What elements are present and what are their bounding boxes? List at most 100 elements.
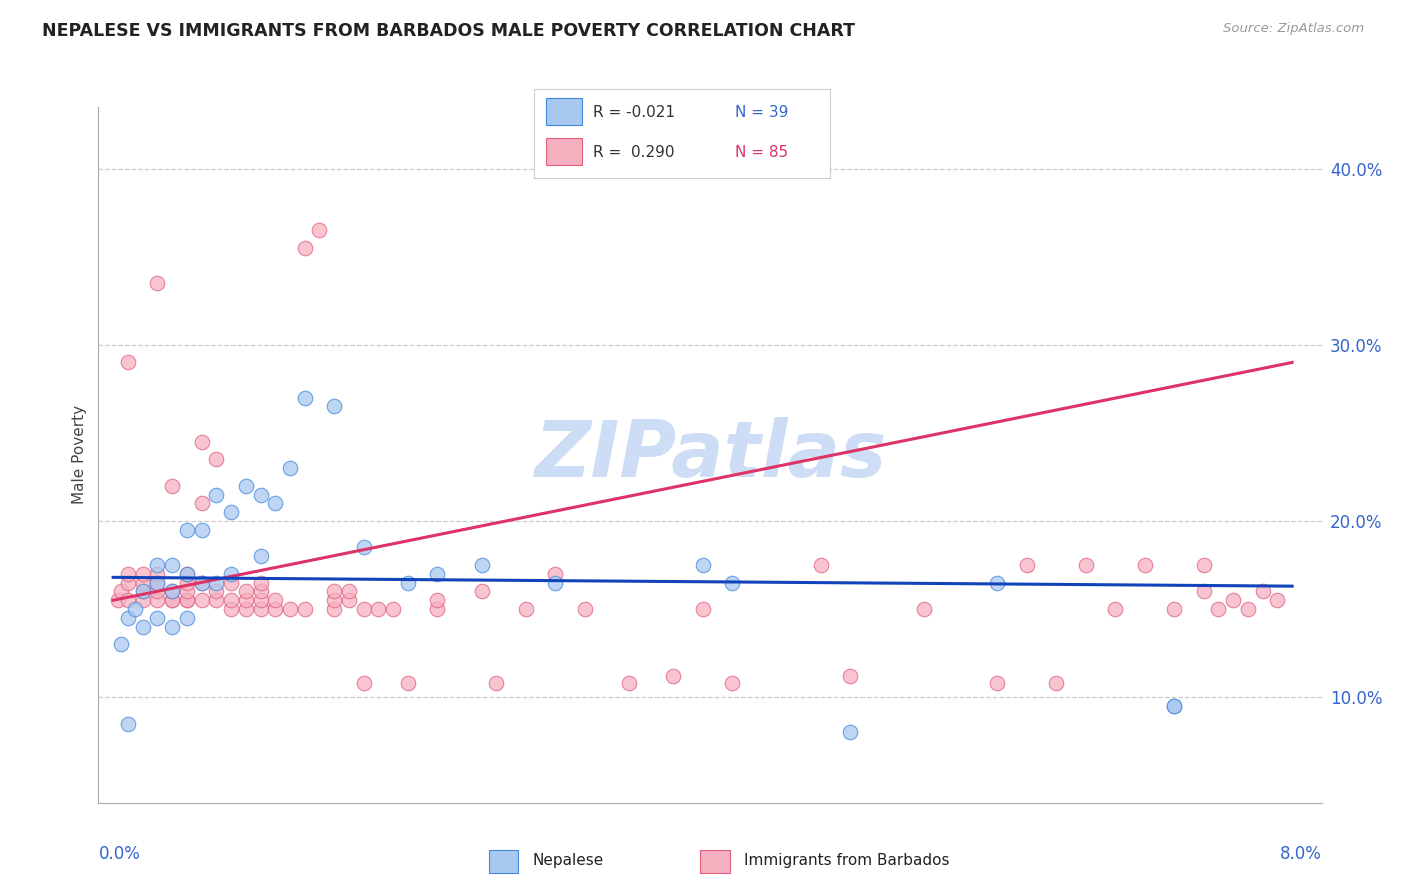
- Text: N = 39: N = 39: [735, 105, 789, 120]
- Point: [337, 584, 360, 599]
- Text: 0.0%: 0.0%: [98, 845, 141, 863]
- Point: [294, 391, 316, 405]
- Point: [205, 593, 228, 607]
- Bar: [546, 98, 582, 125]
- Point: [426, 602, 449, 616]
- Point: [235, 584, 257, 599]
- Point: [160, 479, 183, 493]
- Point: [515, 602, 537, 616]
- Point: [176, 566, 198, 581]
- Point: [426, 593, 449, 607]
- Text: 8.0%: 8.0%: [1279, 845, 1322, 863]
- Point: [117, 593, 139, 607]
- Point: [544, 575, 567, 590]
- Point: [1251, 584, 1274, 599]
- Point: [117, 355, 139, 369]
- Point: [235, 479, 257, 493]
- Point: [1045, 676, 1067, 690]
- Point: [249, 487, 271, 501]
- Point: [1192, 584, 1215, 599]
- Point: [485, 676, 508, 690]
- Point: [249, 549, 271, 564]
- Point: [117, 716, 139, 731]
- Bar: [546, 138, 582, 165]
- Point: [176, 566, 198, 581]
- Point: [124, 602, 146, 616]
- Point: [382, 602, 405, 616]
- Y-axis label: Male Poverty: Male Poverty: [72, 405, 87, 505]
- Point: [131, 575, 153, 590]
- Point: [367, 602, 389, 616]
- Point: [721, 676, 744, 690]
- Point: [294, 241, 316, 255]
- Point: [176, 611, 198, 625]
- Point: [176, 593, 198, 607]
- Text: N = 85: N = 85: [735, 145, 789, 160]
- Point: [294, 602, 316, 616]
- Point: [426, 566, 449, 581]
- Point: [117, 566, 139, 581]
- Text: ZIPatlas: ZIPatlas: [534, 417, 886, 493]
- Point: [721, 575, 744, 590]
- Point: [249, 575, 271, 590]
- Point: [323, 400, 346, 414]
- Point: [219, 575, 242, 590]
- Point: [219, 602, 242, 616]
- Point: [160, 620, 183, 634]
- Point: [323, 593, 346, 607]
- Point: [131, 593, 153, 607]
- Point: [1163, 698, 1185, 713]
- Point: [986, 575, 1008, 590]
- Point: [160, 584, 183, 599]
- Point: [278, 461, 301, 475]
- Point: [190, 523, 212, 537]
- Point: [353, 602, 375, 616]
- Point: [264, 496, 287, 510]
- Point: [146, 575, 169, 590]
- Point: [471, 558, 494, 572]
- Point: [1104, 602, 1126, 616]
- Point: [1192, 558, 1215, 572]
- Point: [1074, 558, 1097, 572]
- Point: [110, 637, 132, 651]
- Point: [264, 602, 287, 616]
- Point: [471, 584, 494, 599]
- Point: [1133, 558, 1156, 572]
- Text: Immigrants from Barbados: Immigrants from Barbados: [745, 854, 950, 868]
- Point: [131, 620, 153, 634]
- Text: NEPALESE VS IMMIGRANTS FROM BARBADOS MALE POVERTY CORRELATION CHART: NEPALESE VS IMMIGRANTS FROM BARBADOS MAL…: [42, 22, 855, 40]
- Point: [146, 575, 169, 590]
- Point: [323, 602, 346, 616]
- Point: [219, 593, 242, 607]
- Point: [131, 584, 153, 599]
- Point: [839, 669, 862, 683]
- Bar: [700, 850, 730, 873]
- Point: [176, 593, 198, 607]
- Point: [986, 676, 1008, 690]
- Point: [205, 584, 228, 599]
- Point: [205, 452, 228, 467]
- Text: R =  0.290: R = 0.290: [593, 145, 675, 160]
- Point: [353, 541, 375, 555]
- Point: [544, 566, 567, 581]
- Point: [353, 676, 375, 690]
- Point: [146, 611, 169, 625]
- Point: [190, 434, 212, 449]
- Point: [205, 575, 228, 590]
- Point: [176, 584, 198, 599]
- Point: [219, 505, 242, 519]
- Point: [146, 276, 169, 290]
- Point: [264, 593, 287, 607]
- Point: [205, 487, 228, 501]
- Point: [160, 584, 183, 599]
- Point: [190, 496, 212, 510]
- Point: [1163, 602, 1185, 616]
- Point: [249, 602, 271, 616]
- Point: [249, 584, 271, 599]
- Point: [1208, 602, 1230, 616]
- Point: [1222, 593, 1244, 607]
- Point: [1267, 593, 1289, 607]
- Text: R = -0.021: R = -0.021: [593, 105, 675, 120]
- Point: [160, 593, 183, 607]
- Bar: [489, 850, 517, 873]
